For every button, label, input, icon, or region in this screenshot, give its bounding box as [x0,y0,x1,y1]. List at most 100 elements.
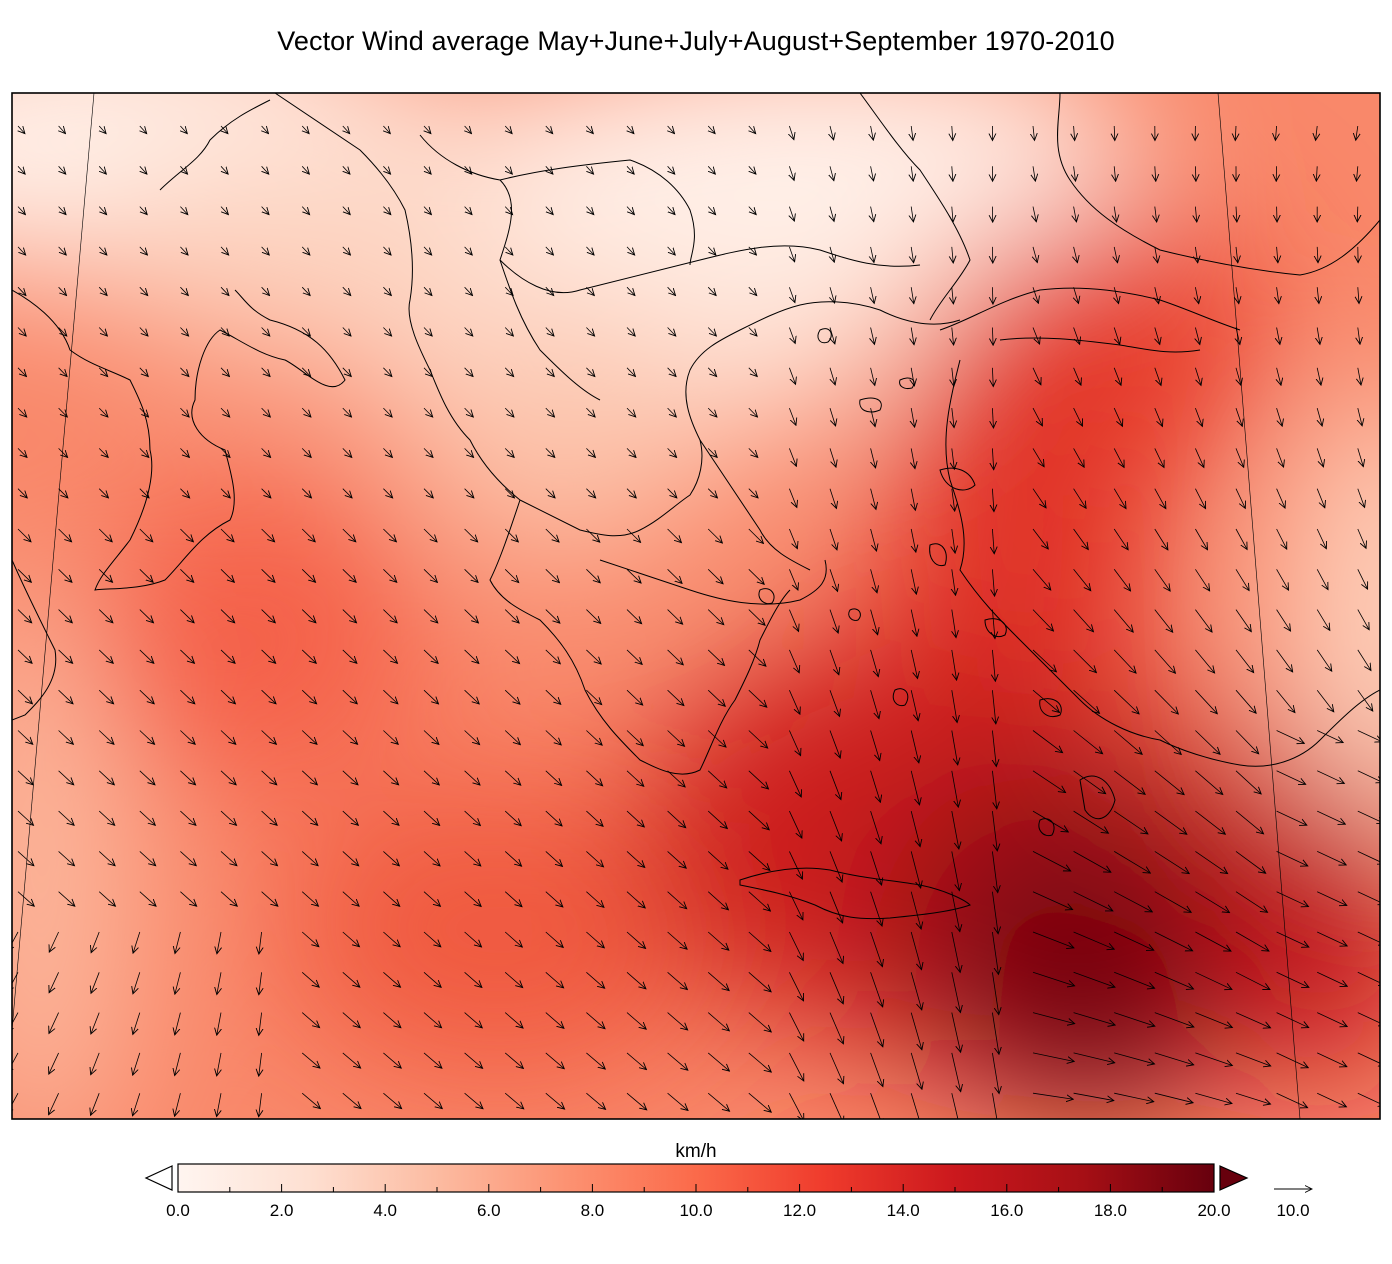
map-title: Vector Wind average May+June+July+August… [277,26,1115,56]
wind-vector-arrow [220,609,235,623]
wind-vector-arrow [586,810,603,826]
wind-vector-arrow [17,609,32,623]
wind-vector-arrow [464,649,479,664]
wind-vector-arrow [504,851,521,866]
wind-vector-arrow [301,367,310,377]
wind-vector-arrow [911,488,915,511]
wind-vector-arrow [1195,810,1225,834]
wind-vector-arrow [423,971,441,987]
wind-vector-arrow [220,448,230,457]
wind-vector-arrow [1317,931,1347,946]
wind-vector-arrow [1073,528,1089,549]
wind-vector-arrow [504,206,512,215]
wind-vector-arrow [1316,166,1317,181]
wind-vector-arrow [1276,971,1309,987]
wind-vector-arrow [58,367,67,377]
wind-vector-arrow [667,448,677,457]
wind-vector-arrow [220,851,237,865]
wind-vector-arrow [504,931,522,947]
wind-vector-arrow [1357,770,1380,783]
wind-vector-arrow [383,931,400,947]
wind-vector-arrow [545,407,555,417]
wind-vector-arrow [830,367,835,385]
wind-vector-arrow [217,1012,221,1036]
wind-vector-arrow [261,286,270,295]
wind-vector-arrow [910,649,917,679]
wind-vector-arrow [871,448,876,468]
wind-vector-arrow [951,891,960,932]
wind-vector-arrow [789,246,794,262]
wind-vector-arrow [1195,569,1209,591]
wind-vector-arrow [1357,931,1380,945]
wind-vector-arrow [139,286,148,295]
wind-vector-arrow [1357,528,1366,548]
wind-vector-arrow [1357,206,1358,222]
wind-vector-arrow [261,891,278,907]
wind-vector-arrow [1074,246,1078,263]
wind-vector-arrow [1113,448,1124,467]
colorbar-tick-label: 12.0 [783,1201,816,1220]
wind-vector-arrow [220,407,230,417]
wind-vector-arrow [707,689,725,706]
wind-vector-arrow [829,770,841,800]
wind-vector-arrow [504,609,519,623]
wind-vector-arrow [870,488,876,510]
wind-vector-arrow [1154,407,1163,426]
wind-vector-arrow [667,649,684,665]
wind-vector-arrow [748,206,756,215]
wind-vector-arrow [1073,448,1085,467]
wind-vector-arrow [1276,1052,1309,1068]
wind-vector-arrow [992,1052,999,1094]
wind-vector-arrow [1358,327,1360,345]
wind-vector-arrow [1317,971,1347,986]
wind-vector-arrow [789,1012,803,1041]
wind-vector-arrow [1113,851,1150,873]
wind-vector-arrow [259,972,262,994]
wind-vector-arrow [626,770,644,787]
wind-vector-arrow [545,1012,564,1029]
wind-vector-arrow [870,810,881,844]
wind-vector-arrow [17,286,26,295]
wind-vector-arrow [464,810,481,825]
wind-vector-arrow [1032,891,1073,910]
wind-vector-arrow [1154,367,1161,386]
wind-vector-arrow [626,569,641,583]
wind-vector-arrow [217,972,221,994]
wind-vector-arrow [1154,730,1181,755]
wind-vector-arrow [180,246,188,255]
wind-vector-arrow [626,1012,646,1030]
wind-vector-arrow [748,488,758,498]
wind-vector-arrow [180,448,189,457]
wind-vector-arrow [1276,569,1289,590]
wind-vector-arrow [789,367,795,385]
wind-vector-arrow [586,931,604,948]
wind-vector-arrow [259,1012,262,1036]
wind-vector-arrow [423,367,432,377]
wind-vector-arrow [1032,448,1044,466]
wind-vector-arrow [58,286,67,295]
wind-vector-arrow [911,327,914,345]
wind-vector-arrow [1357,891,1380,905]
wind-vector-arrow [49,931,59,952]
wind-vector-arrow [261,609,276,623]
wind-vector-arrow [1114,1012,1155,1027]
wind-vector-arrow [749,125,756,134]
wind-vector-arrow [586,891,604,908]
wind-vector-arrow [545,1052,564,1069]
wind-vector-arrow [505,125,512,134]
wind-vector-arrow [1195,528,1207,550]
wind-vector-arrow [1155,166,1156,181]
wind-vector-arrow [423,407,433,417]
wind-vector-arrow [383,286,391,295]
wind-vector-arrow [586,770,602,786]
wind-vector-arrow [870,1012,883,1047]
wind-vector-arrow [1235,1092,1271,1104]
wind-vector-arrow [1113,689,1139,714]
wind-vector-arrow [1317,810,1345,824]
wind-vector-arrow [667,730,685,747]
wind-vector-arrow [707,367,716,377]
wind-vector-arrow [1276,1012,1309,1028]
wind-vector-arrow [180,891,196,907]
wind-vector-arrow [464,528,478,542]
wind-vector-arrow [1357,1012,1380,1026]
